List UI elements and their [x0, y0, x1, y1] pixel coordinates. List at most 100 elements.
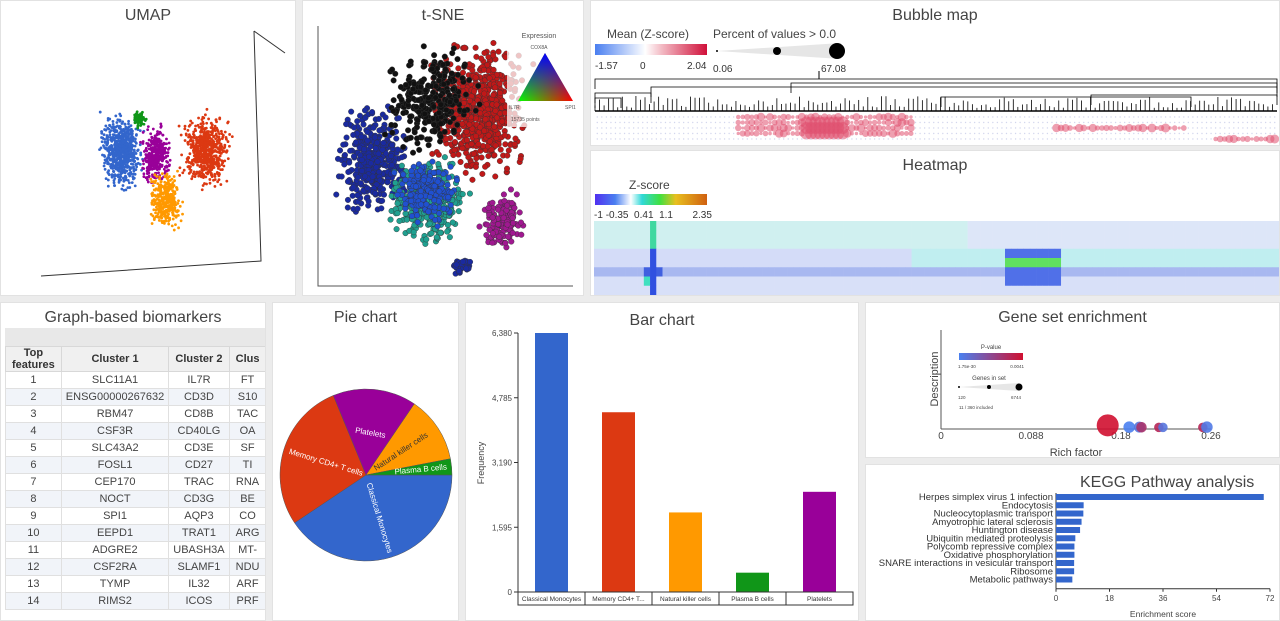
umap-point — [174, 223, 177, 227]
umap-point — [153, 149, 156, 153]
tsne-point — [422, 87, 429, 94]
bubble — [614, 121, 617, 124]
umap-point — [163, 196, 167, 200]
bubble — [1078, 121, 1080, 124]
bubble — [951, 132, 953, 135]
umap-point — [189, 165, 192, 169]
bubble — [897, 118, 907, 127]
tsne-point — [492, 142, 499, 149]
bubble — [992, 121, 994, 124]
umap-point — [194, 160, 198, 164]
tsne-point — [490, 39, 497, 46]
bubble — [714, 121, 717, 124]
umap-point — [128, 154, 132, 158]
umap-point — [123, 139, 126, 143]
tsne-point — [472, 163, 479, 170]
tsne-point — [384, 178, 391, 185]
umap-plot[interactable] — [1, 1, 296, 296]
umap-point — [108, 152, 112, 155]
bubble — [791, 115, 795, 119]
bubble — [1113, 126, 1118, 130]
bubble — [848, 124, 856, 132]
umap-point — [127, 138, 131, 142]
bubble — [951, 127, 953, 129]
umap-point — [168, 158, 172, 162]
bubble — [1228, 116, 1230, 118]
tsne-point — [493, 114, 500, 121]
tsne-point — [451, 147, 458, 154]
tsne-point — [509, 229, 516, 236]
umap-point — [172, 228, 176, 232]
umap-point — [211, 146, 215, 150]
umap-point — [138, 129, 142, 133]
umap-title: UMAP — [124, 7, 172, 24]
tsne-point — [358, 156, 365, 163]
bubble — [673, 116, 676, 118]
mean-tick: -1.57 — [595, 61, 618, 72]
umap-point — [165, 177, 169, 180]
tsne-point — [495, 221, 502, 228]
umap-point — [121, 141, 125, 145]
tsne-point — [350, 184, 357, 191]
bubble — [858, 114, 864, 120]
bubble — [1187, 116, 1190, 118]
tsne-point — [434, 178, 441, 185]
tsne-point — [375, 150, 382, 157]
bubble — [1246, 127, 1249, 129]
tsne-point — [432, 217, 439, 224]
bubble — [1264, 116, 1267, 118]
umap-point — [123, 158, 127, 162]
tsne-plot[interactable] — [303, 1, 584, 296]
bubble — [784, 124, 793, 132]
bubble — [960, 127, 962, 129]
bubble — [1151, 121, 1153, 124]
tsne-point — [425, 118, 432, 125]
umap-point — [104, 177, 108, 180]
umap-point — [217, 147, 221, 151]
bubble — [1246, 116, 1249, 118]
umap-point — [145, 142, 149, 145]
bubble — [880, 129, 888, 138]
tsne-point — [518, 219, 525, 226]
bubble — [928, 132, 930, 135]
bubble — [756, 112, 766, 122]
umap-point — [160, 198, 164, 202]
tsne-point — [421, 110, 428, 117]
bubble — [775, 118, 783, 127]
umap-point — [202, 164, 206, 168]
bubble — [1010, 116, 1012, 118]
bubble — [942, 121, 944, 124]
umap-point — [206, 145, 209, 149]
tsne-point — [409, 213, 416, 220]
umap-point — [124, 175, 127, 178]
umap-point — [205, 182, 208, 186]
bubble — [678, 121, 680, 124]
bubble — [1251, 127, 1253, 129]
bubble — [1237, 116, 1240, 118]
umap-point — [123, 122, 127, 126]
bubble — [710, 121, 712, 124]
umap-point — [124, 156, 127, 160]
tsne-point — [496, 80, 503, 87]
umap-point — [195, 155, 198, 158]
bubble — [678, 132, 680, 135]
umap-point — [211, 159, 214, 163]
umap-point — [220, 163, 224, 166]
bubble — [770, 124, 779, 132]
bubble — [660, 116, 662, 118]
umap-point — [157, 147, 161, 150]
tsne-point — [471, 88, 478, 95]
umap-point — [164, 205, 168, 209]
umap-point — [161, 144, 164, 148]
bubble — [1219, 121, 1221, 124]
umap-point — [158, 165, 162, 169]
bubble — [1255, 127, 1258, 129]
bubble-map-plot[interactable] — [591, 1, 1280, 146]
bubble — [1119, 116, 1121, 118]
pct-legend-label: Percent of values > 0.0 — [713, 27, 837, 41]
tsne-point — [402, 81, 409, 88]
umap-point — [201, 115, 205, 119]
umap-point — [216, 135, 219, 139]
umap-point — [194, 144, 197, 147]
tsne-point — [485, 121, 492, 128]
